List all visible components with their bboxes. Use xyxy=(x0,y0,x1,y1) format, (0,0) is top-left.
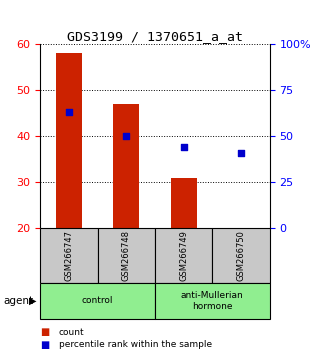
Text: control: control xyxy=(82,296,113,306)
Bar xyxy=(212,228,270,283)
Text: ▶: ▶ xyxy=(29,296,37,306)
Text: anti-Mullerian
hormone: anti-Mullerian hormone xyxy=(181,291,244,310)
Bar xyxy=(155,283,270,319)
Text: GSM266750: GSM266750 xyxy=(237,230,246,281)
Bar xyxy=(56,53,82,228)
Point xyxy=(239,150,244,156)
Bar xyxy=(40,228,98,283)
Text: GSM266749: GSM266749 xyxy=(179,230,188,281)
Text: percentile rank within the sample: percentile rank within the sample xyxy=(59,340,212,349)
Text: agent: agent xyxy=(3,296,33,306)
Point xyxy=(181,144,186,150)
Bar xyxy=(171,178,197,228)
Bar xyxy=(113,104,139,228)
Point xyxy=(124,133,129,139)
Text: ■: ■ xyxy=(40,327,50,337)
Bar xyxy=(98,228,155,283)
Text: GSM266748: GSM266748 xyxy=(122,230,131,281)
Title: GDS3199 / 1370651_a_at: GDS3199 / 1370651_a_at xyxy=(67,30,243,43)
Point xyxy=(66,109,71,115)
Bar xyxy=(40,283,155,319)
Bar xyxy=(155,228,212,283)
Text: ■: ■ xyxy=(40,340,50,350)
Text: count: count xyxy=(59,327,85,337)
Text: GSM266747: GSM266747 xyxy=(64,230,73,281)
